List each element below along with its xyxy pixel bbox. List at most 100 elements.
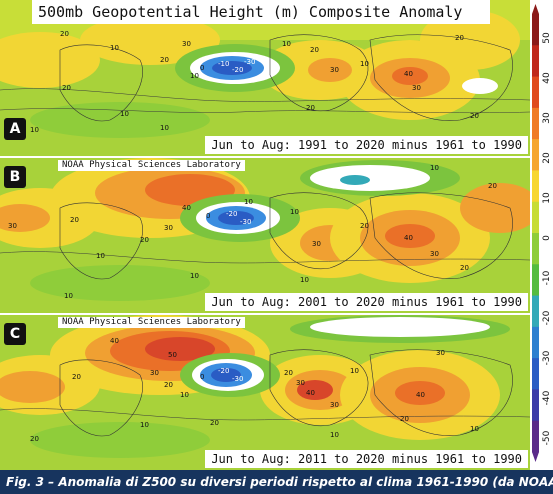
contour-label: 20 (140, 236, 149, 244)
panel-letter: C (4, 323, 26, 345)
colorbar-swatch (532, 45, 539, 78)
colorbar-swatch (532, 107, 539, 140)
contour-label: 40 (404, 234, 413, 242)
contour-label: 40 (182, 204, 191, 212)
contour-label: 30 (150, 369, 159, 377)
contour-label: 10 (350, 367, 359, 375)
colorbar-tick-label: -20 (542, 310, 552, 325)
contour-label: 30 (436, 349, 445, 357)
contour-label: 10 (140, 421, 149, 429)
anomaly-map-c: 40 30 20 10 0 -20 -30 20 30 40 50 30 40 … (0, 315, 530, 470)
contour-label: 20 (60, 30, 69, 38)
contour-label: 10 (190, 272, 199, 280)
contour-label: 20 (360, 222, 369, 230)
contour-label: 20 (460, 264, 469, 272)
contour-label: 20 (455, 34, 464, 42)
contour-label: 10 (30, 126, 39, 134)
contour-label: 10 (180, 391, 189, 399)
contour-label: -20 (218, 367, 229, 375)
panel-a: 20 10 30 20 10 0 -10 -20 -30 10 20 30 40… (0, 0, 530, 158)
contour-label: 30 (412, 84, 421, 92)
colorbar-tick-label: 0 (542, 235, 552, 241)
contour-label: 30 (182, 40, 191, 48)
anomaly-map-b: 30 40 30 20 10 0 -20 -30 10 20 30 40 30 … (0, 158, 530, 313)
panel-b: 30 40 30 20 10 0 -20 -30 10 20 30 40 30 … (0, 158, 530, 315)
colorbar-tick-label: 10 (542, 192, 552, 204)
colorbar-swatch (532, 14, 539, 46)
colorbar-legend: 50 40 30 20 10 0 -10 -20 -30 -40 -50 (532, 4, 552, 462)
contour-label: 30 (8, 222, 17, 230)
colorbar-swatch (532, 170, 539, 203)
colorbar-tick-label: -30 (542, 350, 552, 365)
contour-label: 20 (306, 104, 315, 112)
contour-label: 20 (160, 56, 169, 64)
contour-label: 20 (210, 419, 219, 427)
contour-label: -20 (226, 210, 237, 218)
colorbar-swatch (532, 201, 539, 234)
source-label: NOAA Physical Sciences Laboratory (58, 160, 245, 171)
contour-label: 20 (488, 182, 497, 190)
colorbar-swatch (532, 358, 539, 390)
contour-label: 20 (470, 112, 479, 120)
period-label: Jun to Aug: 2001 to 2020 minus 1961 to 1… (205, 293, 528, 311)
contour-label: -30 (240, 218, 251, 226)
contour-label: 30 (430, 250, 439, 258)
contour-label: 20 (164, 381, 173, 389)
source-label: NOAA Physical Sciences Laboratory (58, 317, 245, 328)
contour-label: 10 (64, 292, 73, 300)
colorbar-swatches (532, 4, 539, 462)
colorbar-tick-label: 20 (542, 152, 552, 164)
contour-label: 30 (312, 240, 321, 248)
period-label: Jun to Aug: 1991 to 2020 minus 1961 to 1… (205, 136, 528, 154)
contour-label: 30 (296, 379, 305, 387)
contour-label: 0 (200, 64, 204, 72)
contour-label: 10 (300, 276, 309, 284)
contour-label: 10 (360, 60, 369, 68)
contour-label: 20 (62, 84, 71, 92)
panel-letter: B (4, 166, 26, 188)
contour-label: 40 (404, 70, 413, 78)
contour-label: 10 (120, 110, 129, 118)
contour-label: -30 (232, 375, 243, 383)
contour-label: 10 (290, 208, 299, 216)
colorbar-tick-label: 50 (542, 32, 552, 44)
panel-c: 40 30 20 10 0 -20 -30 20 30 40 50 30 40 … (0, 315, 530, 472)
colorbar-swatch (532, 76, 539, 109)
contour-label: 10 (190, 72, 199, 80)
contour-label: -30 (244, 58, 255, 66)
contour-label: 40 (306, 389, 315, 397)
colorbar-arrow-bottom (532, 452, 539, 462)
contour-label: 20 (72, 373, 81, 381)
colorbar-swatch (532, 420, 539, 453)
contour-label: 10 (430, 164, 439, 172)
colorbar-swatch (532, 295, 539, 328)
contour-label: 20 (284, 369, 293, 377)
contour-label: 20 (30, 435, 39, 443)
colorbar-tick-label: 40 (542, 72, 552, 84)
panel-letter: A (4, 118, 26, 140)
colorbar-tick-label: -50 (542, 430, 552, 445)
contour-label: 40 (416, 391, 425, 399)
contour-label: 10 (330, 431, 339, 439)
colorbar-swatch (532, 389, 539, 422)
contour-label: 10 (96, 252, 105, 260)
contour-label: 0 (206, 212, 210, 220)
colorbar-tick-label: -10 (542, 270, 552, 285)
contour-label: 0 (200, 373, 204, 381)
contour-label: -10 (218, 60, 229, 68)
contour-label: 10 (160, 124, 169, 132)
contour-label: 30 (330, 401, 339, 409)
contour-label: 30 (164, 224, 173, 232)
contour-label: 20 (400, 415, 409, 423)
contour-label: 20 (70, 216, 79, 224)
figure-caption: Fig. 3 – Anomalia di Z500 su diversi per… (0, 470, 553, 494)
contour-label: 10 (282, 40, 291, 48)
colorbar-swatch (532, 233, 539, 265)
contour-label: 10 (110, 44, 119, 52)
contour-label: 40 (110, 337, 119, 345)
contour-label: -20 (232, 66, 243, 74)
colorbar-tick-label: -40 (542, 390, 552, 405)
contour-label: 10 (244, 198, 253, 206)
colorbar-swatch (532, 139, 539, 171)
chart-title: 500mb Geopotential Height (m) Composite … (32, 0, 490, 24)
